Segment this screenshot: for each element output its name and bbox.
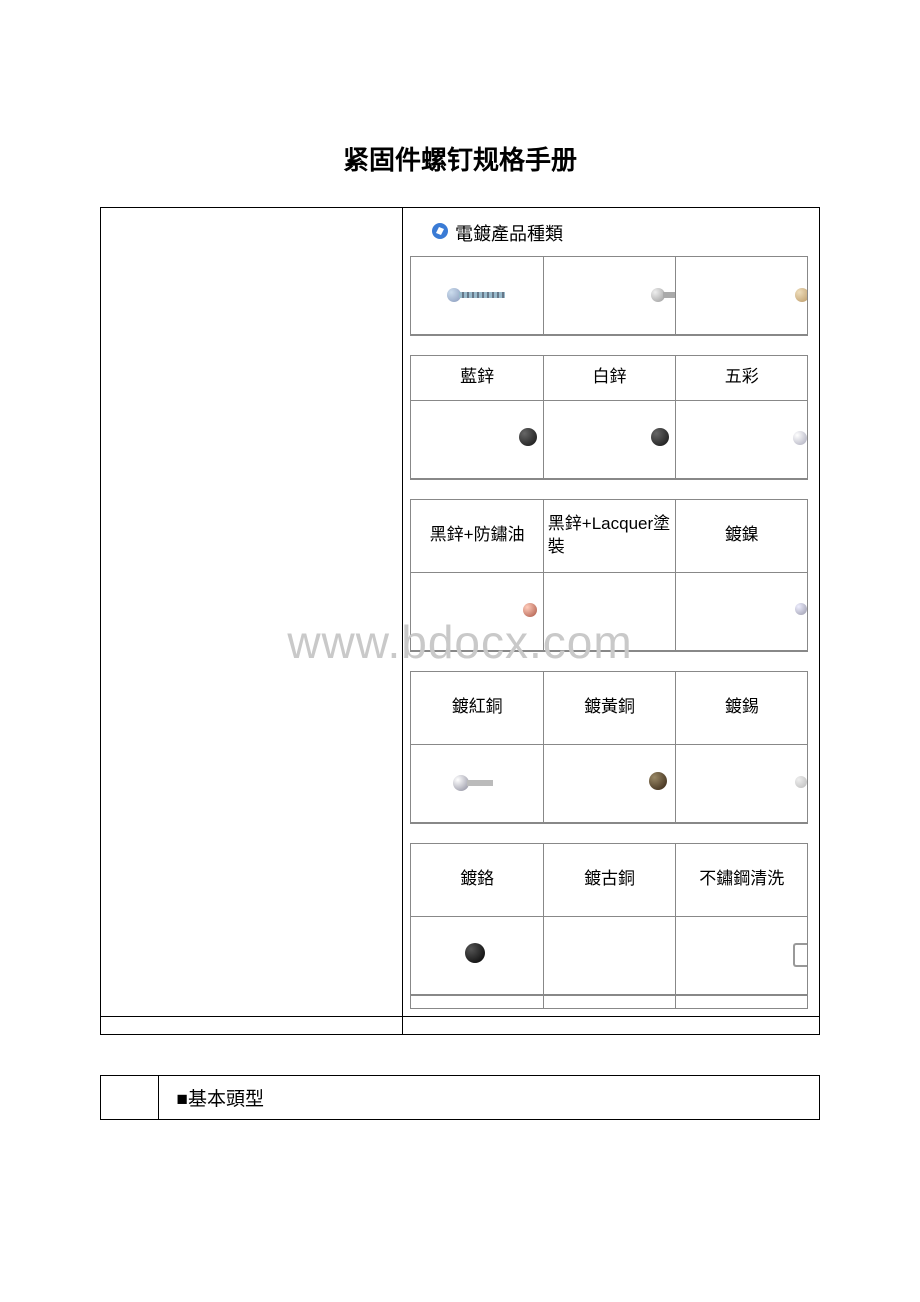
head-type-table: ■基本頭型 (100, 1075, 820, 1120)
plating-cell (543, 572, 676, 652)
plating-cell (543, 744, 676, 824)
plating-label: 白鋅 (544, 356, 675, 400)
screw-image-white-zinc (544, 257, 675, 335)
plating-cell (410, 256, 543, 336)
plating-cell (543, 256, 676, 336)
plating-cell (410, 400, 543, 480)
plating-label: 鍍紅銅 (411, 672, 542, 744)
plating-label: 不鏽鋼清洗 (676, 844, 807, 916)
plating-table: 電鍍產品種類 藍鋅 白鋅 五彩 (100, 207, 820, 1035)
plating-label: 鍍黃銅 (544, 672, 675, 744)
screw-image-red-copper (411, 573, 542, 651)
screw-image-tin (676, 573, 807, 651)
screw-image-extra-3 (676, 917, 807, 995)
plating-label: 藍鋅 (411, 356, 542, 400)
plating-grid: 藍鋅 白鋅 五彩 黑鋅+防鏽油 黑鋅+Lacquer塗裝 (411, 256, 811, 1008)
screw-image-black-zinc-oil (411, 401, 542, 479)
plating-table-left-empty (101, 208, 403, 1017)
plating-cell (410, 572, 543, 652)
section-header-plating: 電鍍產品種類 (411, 216, 811, 256)
plating-cell (675, 744, 808, 824)
section-header-plating-text: 電鍍產品種類 (455, 220, 563, 246)
screw-image-chrome (411, 745, 542, 823)
plating-label: 鍍錫 (676, 672, 807, 744)
plating-cell (543, 916, 676, 996)
screw-image-extra-2 (544, 917, 675, 995)
plating-cell (675, 916, 808, 996)
screw-image-stainless (676, 745, 807, 823)
plating-label: 黑鋅+Lacquer塗裝 (544, 500, 675, 572)
plating-table-right: 電鍍產品種類 藍鋅 白鋅 五彩 (402, 208, 819, 1017)
page-title: 紧固件螺钉规格手册 (100, 140, 820, 177)
plating-cell (675, 572, 808, 652)
head-type-left-empty (101, 1076, 159, 1120)
screw-image-nickel (676, 401, 807, 479)
plating-label: 鍍古銅 (544, 844, 675, 916)
plating-cell (675, 256, 808, 336)
screw-image-black-zinc-lacquer (544, 401, 675, 479)
screw-image-extra-1 (411, 917, 542, 995)
plating-label: 黑鋅+防鏽油 (411, 500, 542, 572)
plating-label: 鍍鎳 (676, 500, 807, 572)
screw-image-blue-zinc (411, 257, 542, 335)
plating-cell (543, 400, 676, 480)
screw-image-brass (544, 573, 675, 651)
bullet-icon (431, 222, 449, 245)
screw-image-antique-copper (544, 745, 675, 823)
plating-label: 五彩 (676, 356, 807, 400)
plating-cell (410, 744, 543, 824)
plating-cell (675, 400, 808, 480)
plating-label: 鍍鉻 (411, 844, 542, 916)
screw-image-multicolor (676, 257, 807, 335)
head-type-header: ■基本頭型 (158, 1076, 819, 1120)
plating-cell (410, 916, 543, 996)
